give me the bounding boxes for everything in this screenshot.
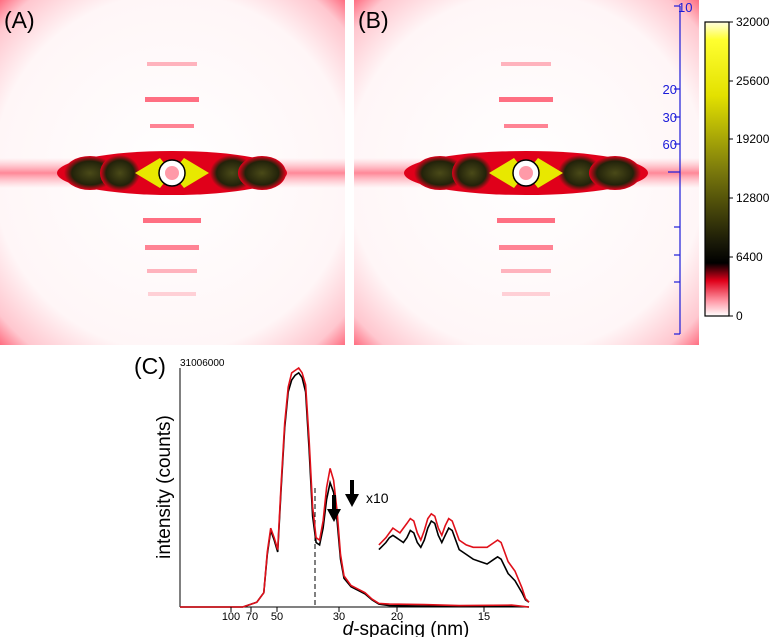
x-axis-label-rest: -spacing (nm) — [353, 619, 469, 637]
main-curve-1 — [180, 366, 530, 608]
panel-c-label: (C) — [134, 353, 166, 379]
saxs-pattern-a — [0, 0, 345, 345]
x-tick-30: 30 — [333, 611, 345, 623]
colorbar-tick-6400: 6400 — [736, 250, 763, 264]
panel-b-label: (B) — [358, 7, 389, 33]
y-axis-label: intensity (counts) — [154, 415, 175, 559]
x-ticks: 100 70 50 30 20 15 — [222, 607, 490, 623]
d-tick-10: 10 — [678, 0, 692, 15]
intensity-profile-chart: (C) 31006000 100 70 50 30 20 15 intensit… — [134, 353, 530, 637]
panel-a-label: (A) — [4, 7, 35, 33]
x-axis-label: d-spacing (nm) — [343, 619, 470, 637]
meridional-reflections-a — [143, 62, 201, 296]
main-curve-0 — [180, 371, 530, 608]
inset-curve-2 — [378, 519, 530, 603]
d-tick-30: 30 — [663, 110, 677, 125]
saxs-pattern-b — [354, 0, 699, 345]
inset-curve-3 — [378, 512, 530, 603]
profile-curves — [180, 366, 530, 608]
x10-annotation: x10 — [366, 490, 389, 506]
colorbar-tick-19200: 19200 — [736, 132, 770, 146]
d-spacing-scale: 10 20 30 60 — [663, 0, 692, 335]
colorbar-tick-12800: 12800 — [736, 191, 770, 205]
x-tick-15: 15 — [478, 611, 490, 623]
x-tick-20: 20 — [391, 611, 403, 623]
d-tick-20: 20 — [663, 82, 677, 97]
colorbar-tick-32000: 32000 — [736, 15, 770, 29]
equatorial-streak-b — [404, 151, 648, 195]
x-tick-70: 70 — [246, 611, 258, 623]
colorbar-tick-0: 0 — [736, 309, 743, 323]
x-axis-label-d: d — [343, 619, 355, 637]
arrow-marker-2 — [345, 480, 359, 507]
colorbar: 32000 25600 19200 12800 6400 0 — [704, 15, 770, 323]
meridional-reflections-b — [497, 62, 555, 296]
x-tick-50: 50 — [271, 611, 283, 623]
y-max-label: 31006000 — [180, 358, 225, 369]
x-tick-100: 100 — [222, 611, 240, 623]
colorbar-tick-25600: 25600 — [736, 74, 770, 88]
equatorial-streak-a — [57, 151, 287, 195]
arrow-marker-1 — [327, 495, 341, 522]
d-tick-60: 60 — [663, 137, 677, 152]
